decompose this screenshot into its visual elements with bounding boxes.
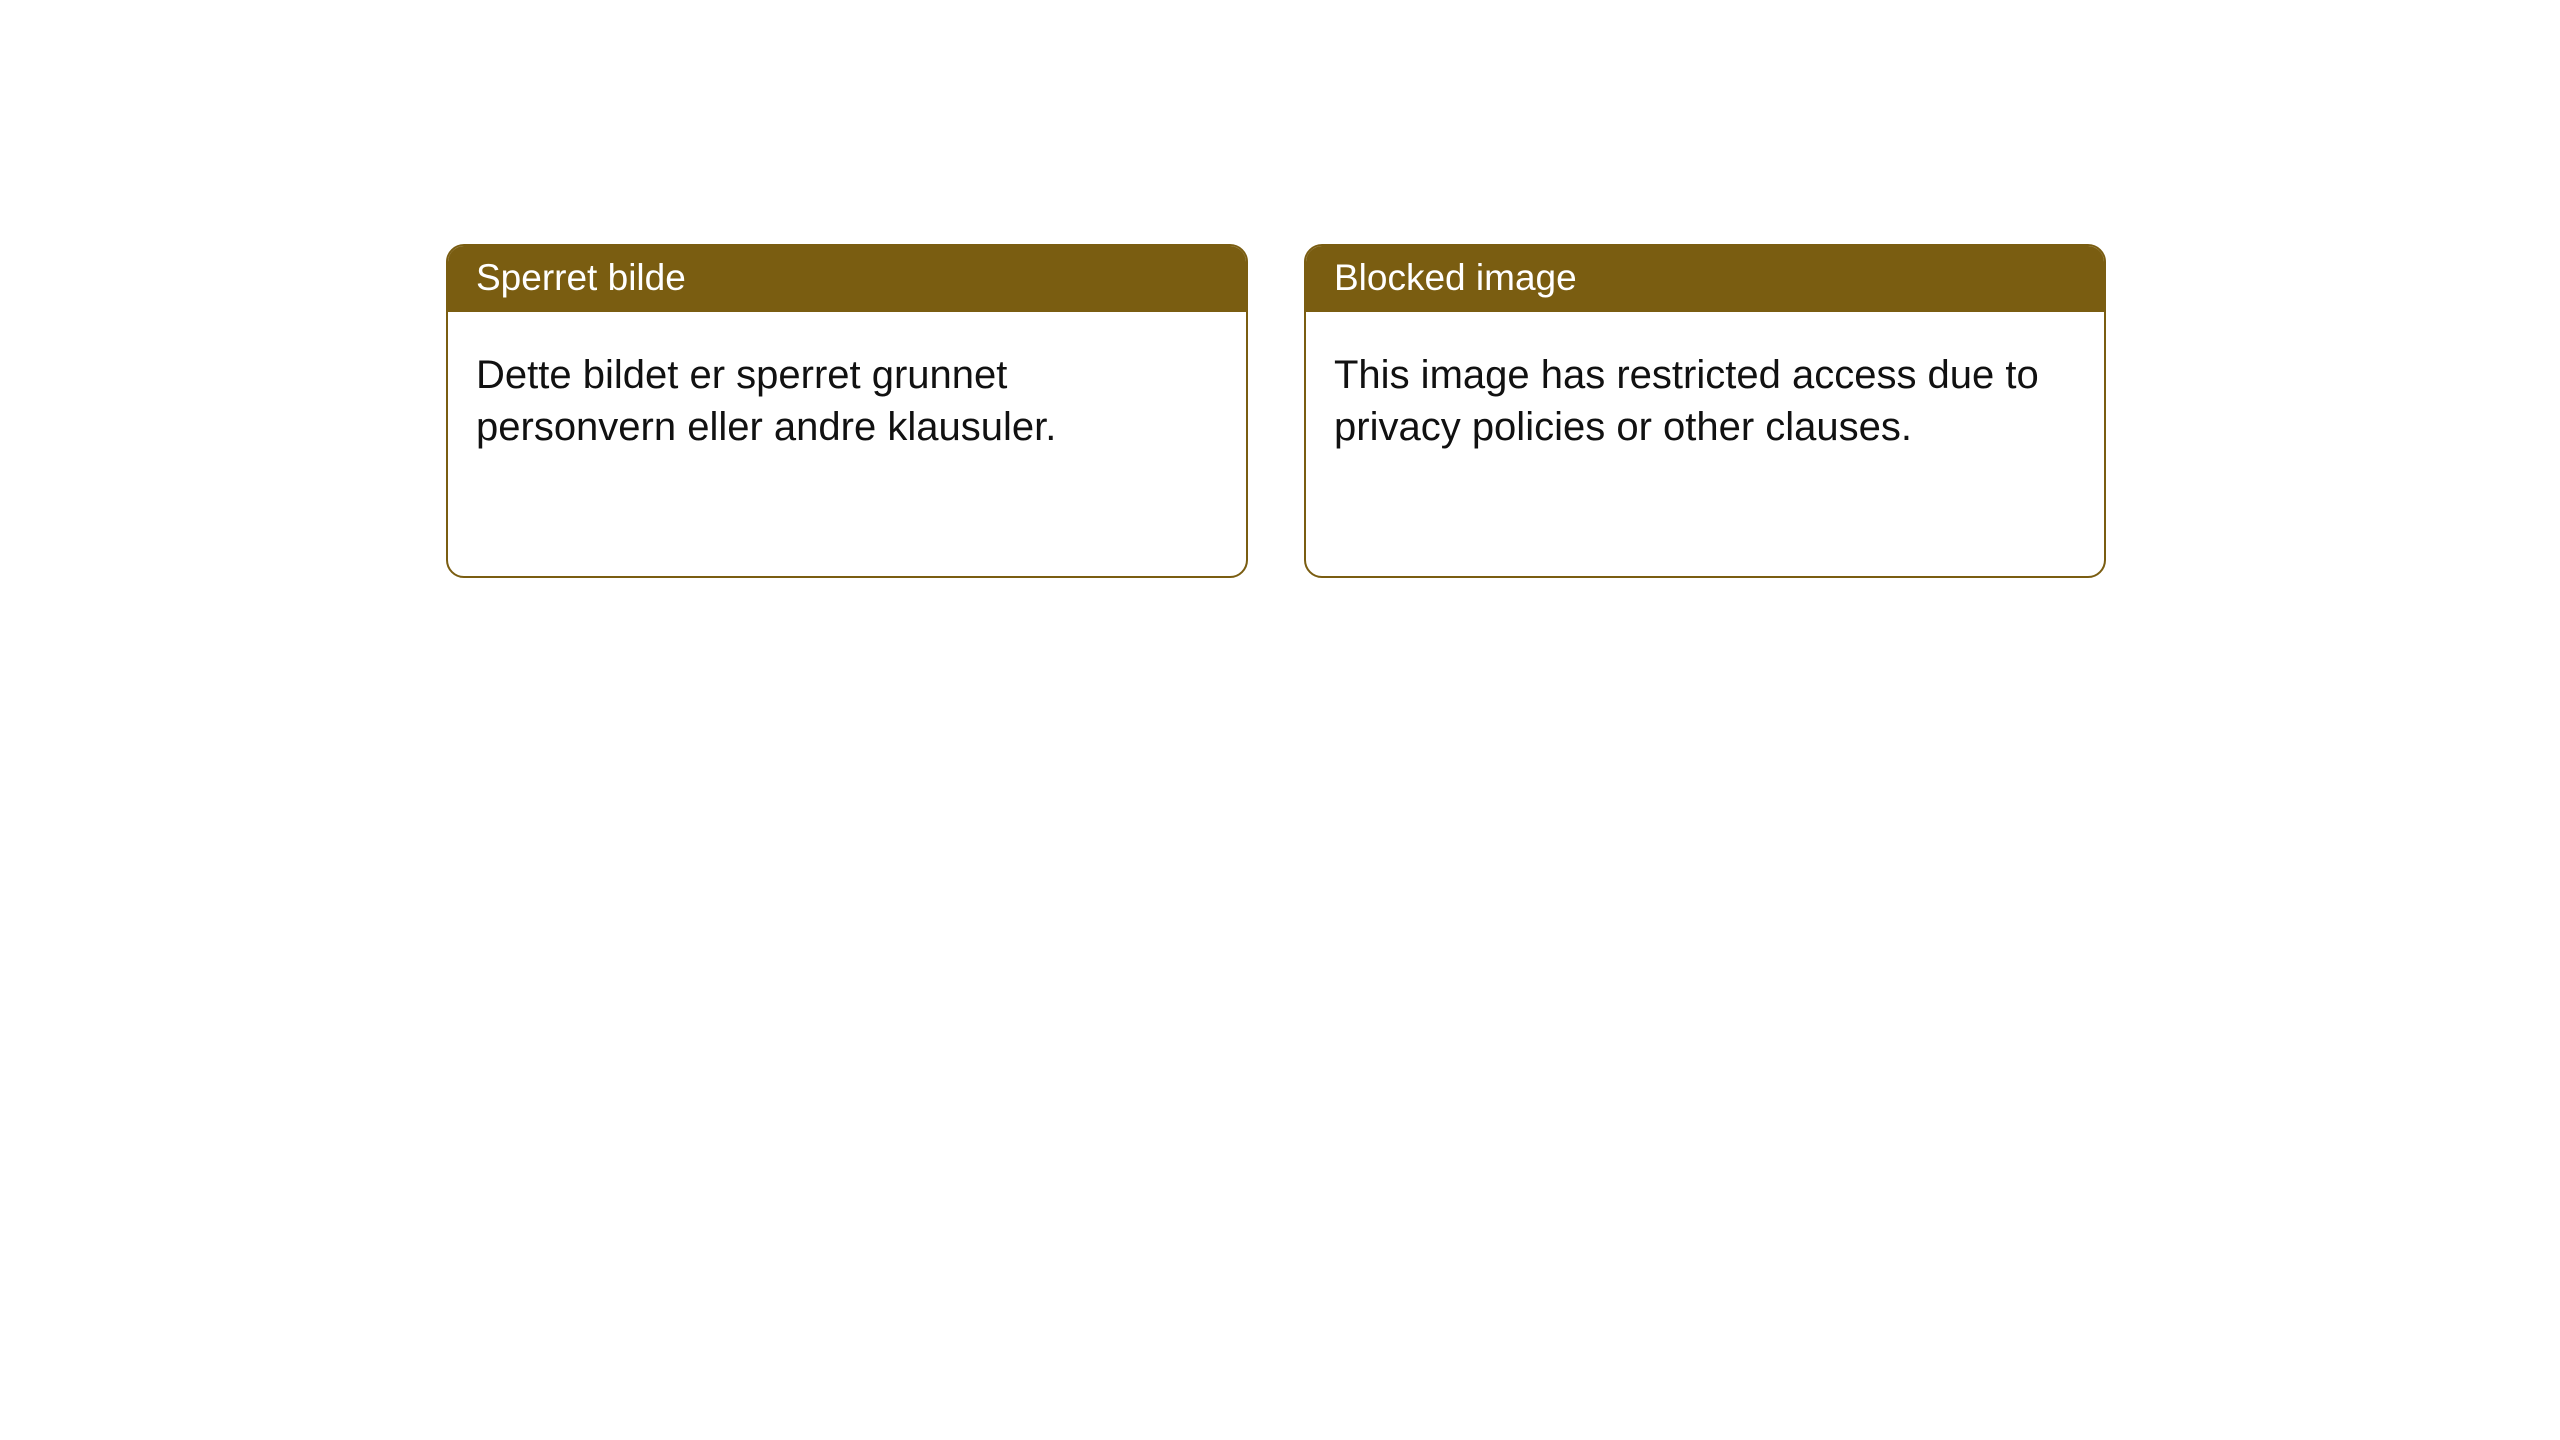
notice-title: Sperret bilde	[476, 257, 686, 298]
notice-text: This image has restricted access due to …	[1334, 353, 2039, 448]
notice-container: Sperret bilde Dette bildet er sperret gr…	[0, 0, 2560, 578]
notice-header: Sperret bilde	[448, 246, 1246, 312]
notice-body: Dette bildet er sperret grunnet personve…	[448, 312, 1246, 480]
notice-card-norwegian: Sperret bilde Dette bildet er sperret gr…	[446, 244, 1248, 578]
notice-body: This image has restricted access due to …	[1306, 312, 2104, 480]
notice-card-english: Blocked image This image has restricted …	[1304, 244, 2106, 578]
notice-title: Blocked image	[1334, 257, 1577, 298]
notice-text: Dette bildet er sperret grunnet personve…	[476, 353, 1056, 448]
notice-header: Blocked image	[1306, 246, 2104, 312]
